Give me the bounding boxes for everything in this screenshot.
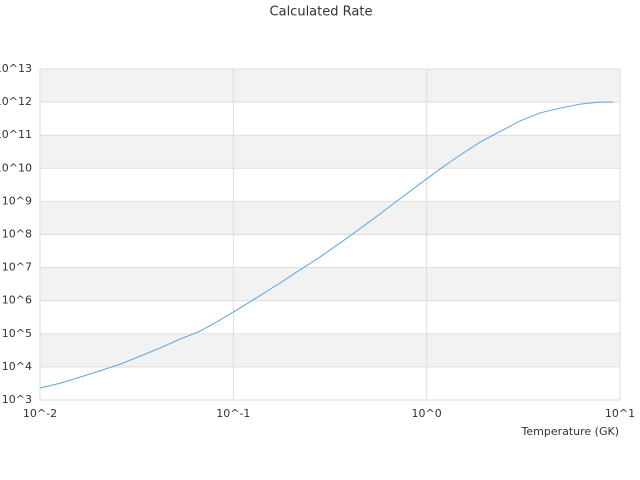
grid-band bbox=[40, 267, 620, 301]
chart-title: Calculated Rate bbox=[270, 5, 373, 20]
y-tick-label: 10^10 bbox=[0, 161, 32, 174]
x-tick-label: 10^-1 bbox=[216, 407, 250, 420]
x-tick-label: 10^0 bbox=[412, 407, 442, 420]
grid-band bbox=[40, 69, 620, 103]
y-tick-label: 10^12 bbox=[0, 95, 32, 108]
grid-band bbox=[40, 135, 620, 169]
y-tick-label: 10^11 bbox=[0, 128, 32, 141]
data-line bbox=[39, 101, 613, 389]
y-tick-label: 10^6 bbox=[2, 294, 32, 307]
y-tick-label: 10^5 bbox=[2, 327, 32, 340]
x-axis-label: Temperature (GK) bbox=[521, 425, 620, 438]
grid-band bbox=[40, 201, 620, 235]
x-tick-label: 10^-2 bbox=[23, 407, 57, 420]
x-tick-label: 10^1 bbox=[605, 407, 635, 420]
grid-band bbox=[40, 333, 620, 367]
y-tick-label: 10^9 bbox=[2, 194, 32, 207]
y-tick-label: 10^8 bbox=[2, 228, 32, 241]
y-tick-label: 10^4 bbox=[2, 360, 32, 373]
y-tick-label: 10^7 bbox=[2, 261, 32, 274]
y-tick-label: 10^13 bbox=[0, 62, 32, 75]
y-tick-label: 10^3 bbox=[2, 393, 32, 406]
